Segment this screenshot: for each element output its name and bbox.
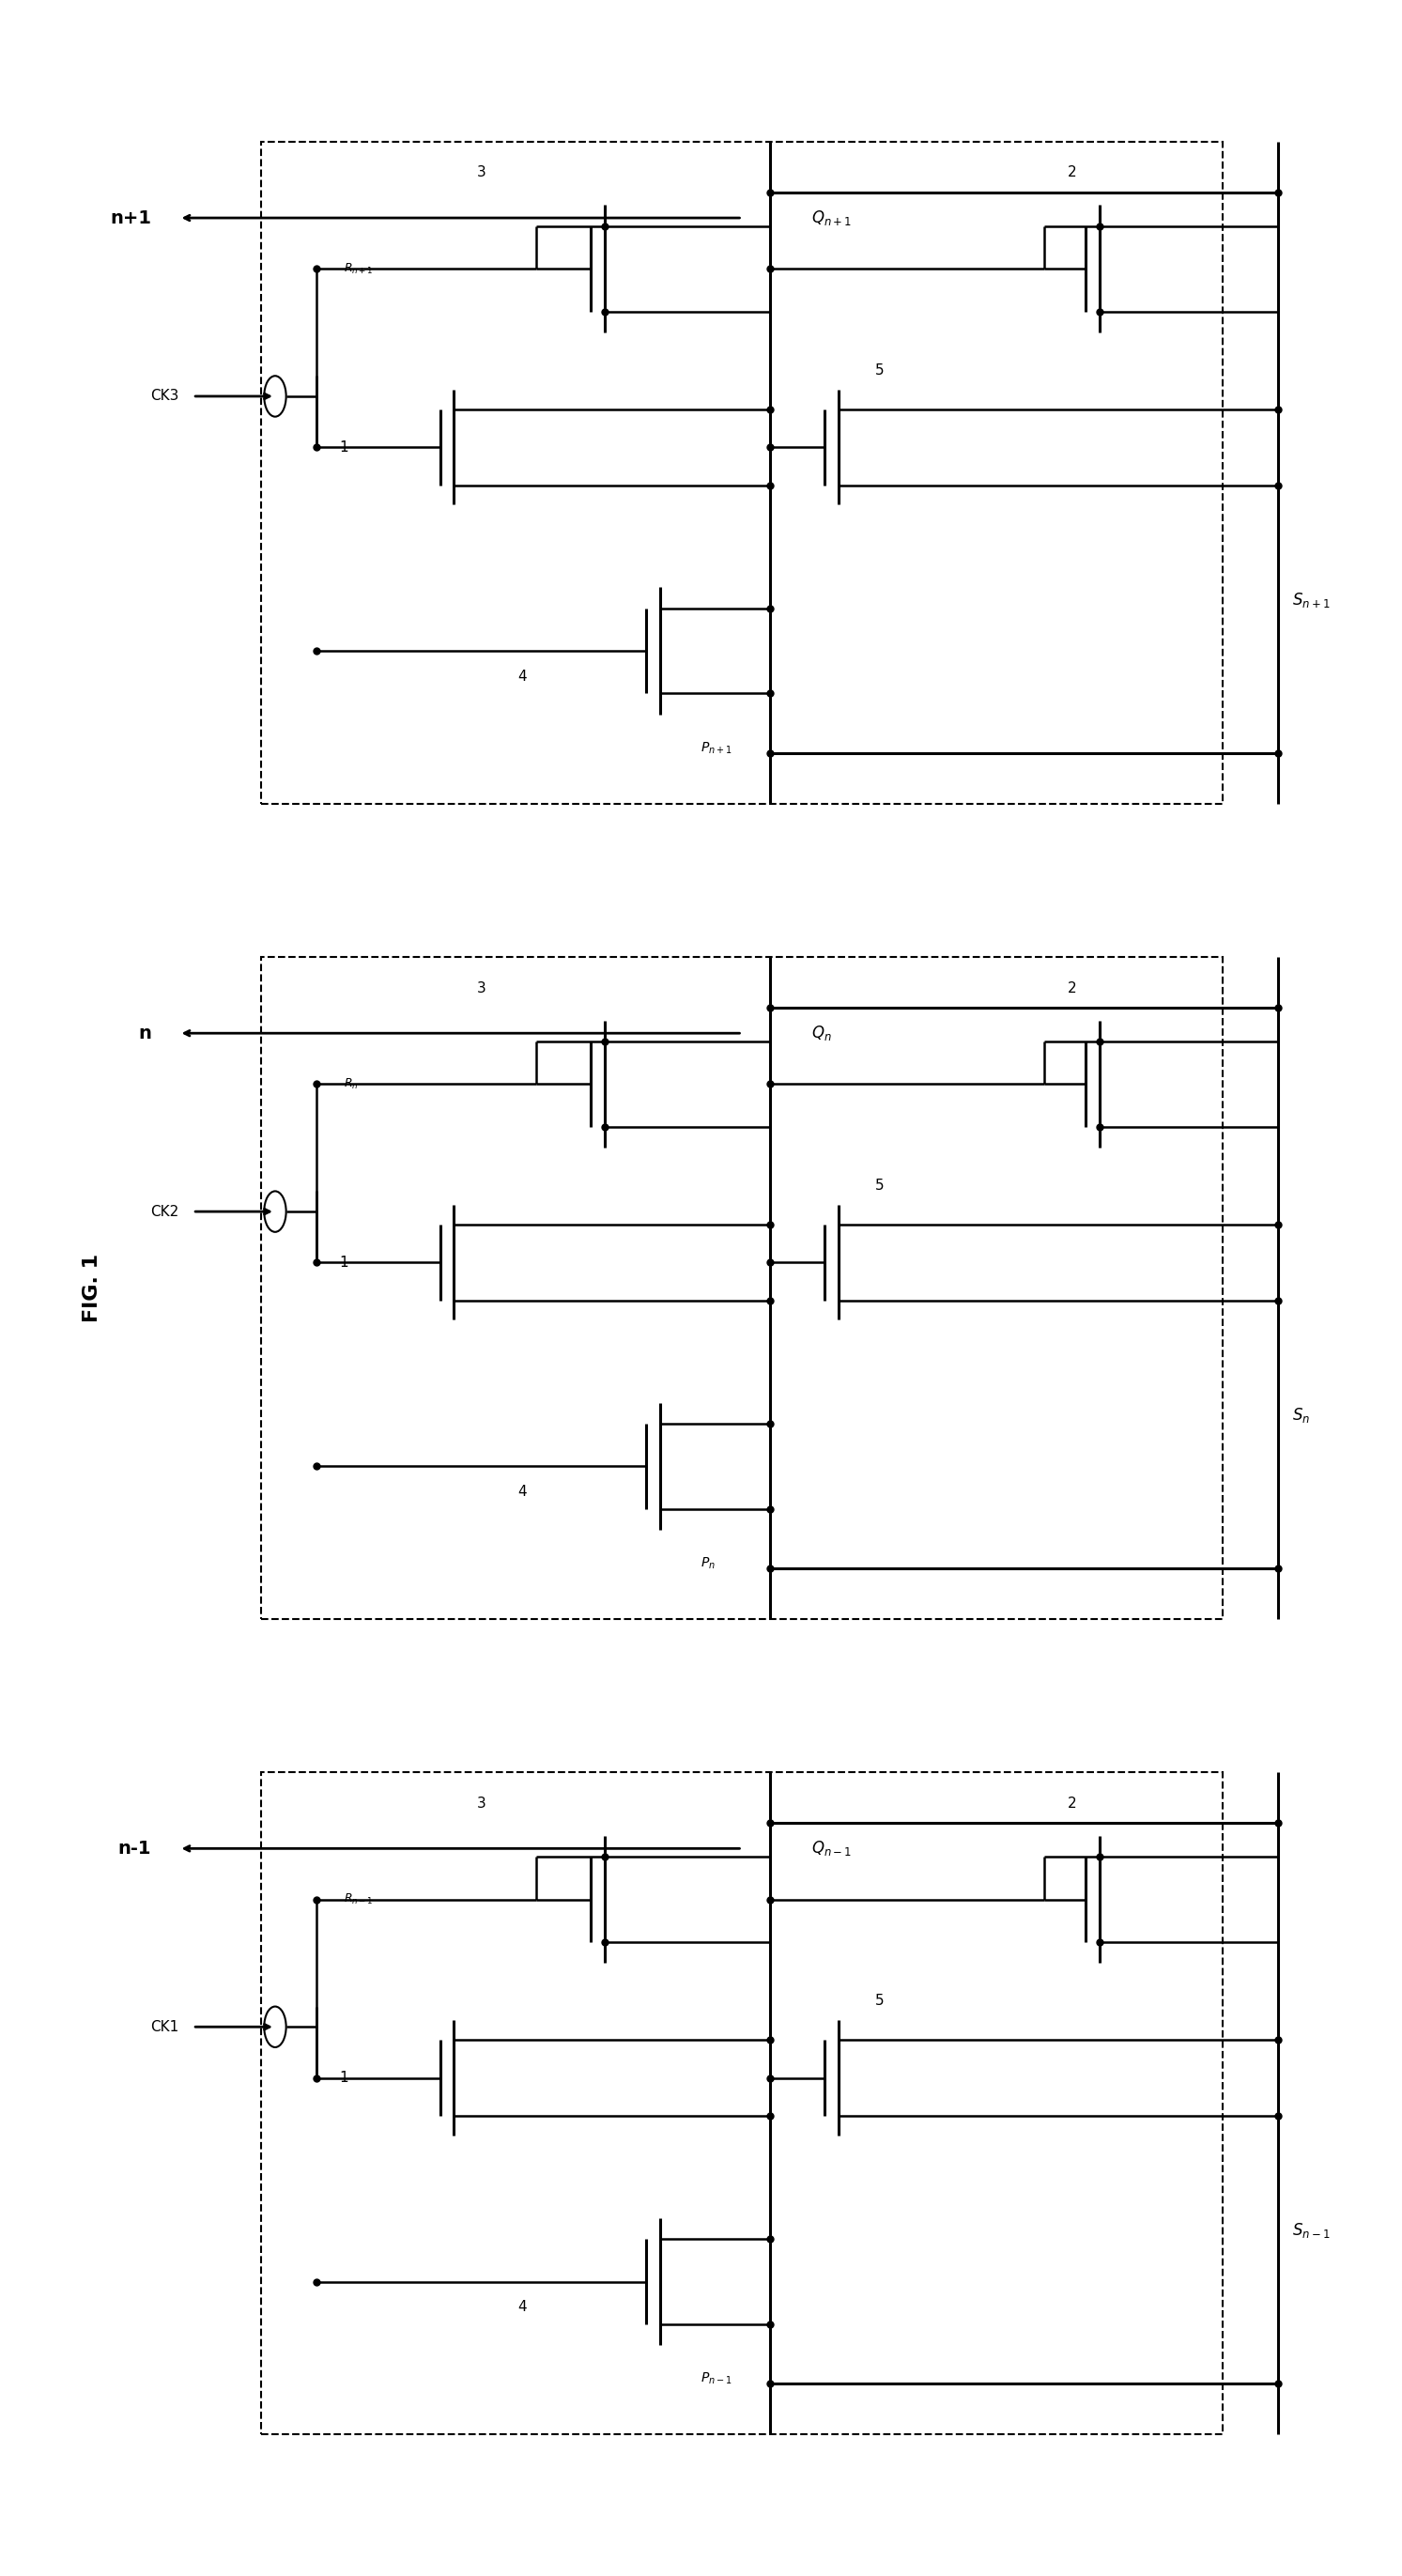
Bar bbox=[261, 956, 1223, 1620]
Text: $R_{n}$: $R_{n}$ bbox=[343, 1077, 359, 1092]
Text: CK1: CK1 bbox=[150, 2020, 179, 2035]
Text: 1: 1 bbox=[339, 1255, 348, 1270]
Text: 4: 4 bbox=[517, 2300, 527, 2313]
Text: 3: 3 bbox=[477, 1795, 485, 1811]
Text: FIG. 1: FIG. 1 bbox=[83, 1255, 101, 1321]
Text: $P_{n}$: $P_{n}$ bbox=[701, 1556, 716, 1571]
Text: 4: 4 bbox=[517, 670, 527, 683]
Text: 2: 2 bbox=[1067, 165, 1077, 180]
Text: CK3: CK3 bbox=[150, 389, 179, 404]
Text: $P_{n-1}$: $P_{n-1}$ bbox=[701, 2370, 733, 2385]
Bar bbox=[261, 1772, 1223, 2434]
Text: $P_{n+1}$: $P_{n+1}$ bbox=[701, 739, 733, 755]
Text: 5: 5 bbox=[875, 1994, 885, 2007]
Text: $R_{n-1}$: $R_{n-1}$ bbox=[343, 1893, 373, 1906]
Text: 2: 2 bbox=[1067, 981, 1077, 994]
Text: 5: 5 bbox=[875, 363, 885, 376]
Text: $R_{n+1}$: $R_{n+1}$ bbox=[343, 263, 373, 276]
Text: $Q_{n}$: $Q_{n}$ bbox=[810, 1023, 831, 1043]
Text: 3: 3 bbox=[477, 981, 485, 994]
Text: 1: 1 bbox=[339, 440, 348, 453]
Text: n: n bbox=[139, 1025, 151, 1043]
Text: 3: 3 bbox=[477, 165, 485, 180]
Text: n+1: n+1 bbox=[111, 209, 151, 227]
Text: 4: 4 bbox=[517, 1484, 527, 1499]
Text: n-1: n-1 bbox=[118, 1839, 151, 1857]
Text: $Q_{n-1}$: $Q_{n-1}$ bbox=[810, 1839, 851, 1857]
Text: 1: 1 bbox=[339, 2071, 348, 2084]
Text: $S_{n+1}$: $S_{n+1}$ bbox=[1291, 590, 1330, 611]
Bar bbox=[261, 142, 1223, 804]
Text: 2: 2 bbox=[1067, 1795, 1077, 1811]
Text: $S_{n-1}$: $S_{n-1}$ bbox=[1291, 2221, 1330, 2241]
Text: CK2: CK2 bbox=[150, 1206, 179, 1218]
Text: $S_{n}$: $S_{n}$ bbox=[1291, 1406, 1309, 1425]
Text: 5: 5 bbox=[875, 1177, 885, 1193]
Text: $Q_{n+1}$: $Q_{n+1}$ bbox=[810, 209, 851, 227]
